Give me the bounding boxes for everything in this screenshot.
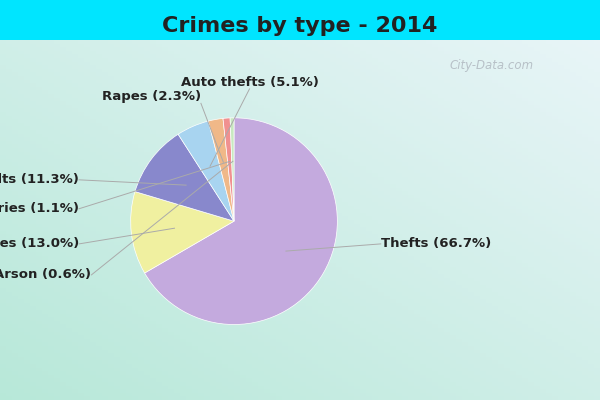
Wedge shape (131, 192, 234, 273)
Text: Arson (0.6%): Arson (0.6%) (0, 268, 91, 282)
Wedge shape (223, 118, 234, 221)
Text: City-Data.com: City-Data.com (450, 60, 534, 72)
Text: Auto thefts (5.1%): Auto thefts (5.1%) (181, 76, 319, 89)
Text: Assaults (11.3%): Assaults (11.3%) (0, 173, 79, 186)
Text: Crimes by type - 2014: Crimes by type - 2014 (163, 16, 437, 36)
Text: Robberies (1.1%): Robberies (1.1%) (0, 202, 79, 215)
Wedge shape (145, 118, 337, 324)
Wedge shape (230, 118, 234, 221)
Text: Rapes (2.3%): Rapes (2.3%) (102, 90, 201, 103)
Text: Thefts (66.7%): Thefts (66.7%) (381, 238, 491, 250)
Wedge shape (208, 118, 234, 221)
Text: Burglaries (13.0%): Burglaries (13.0%) (0, 238, 79, 250)
Wedge shape (178, 121, 234, 221)
Wedge shape (135, 134, 234, 221)
